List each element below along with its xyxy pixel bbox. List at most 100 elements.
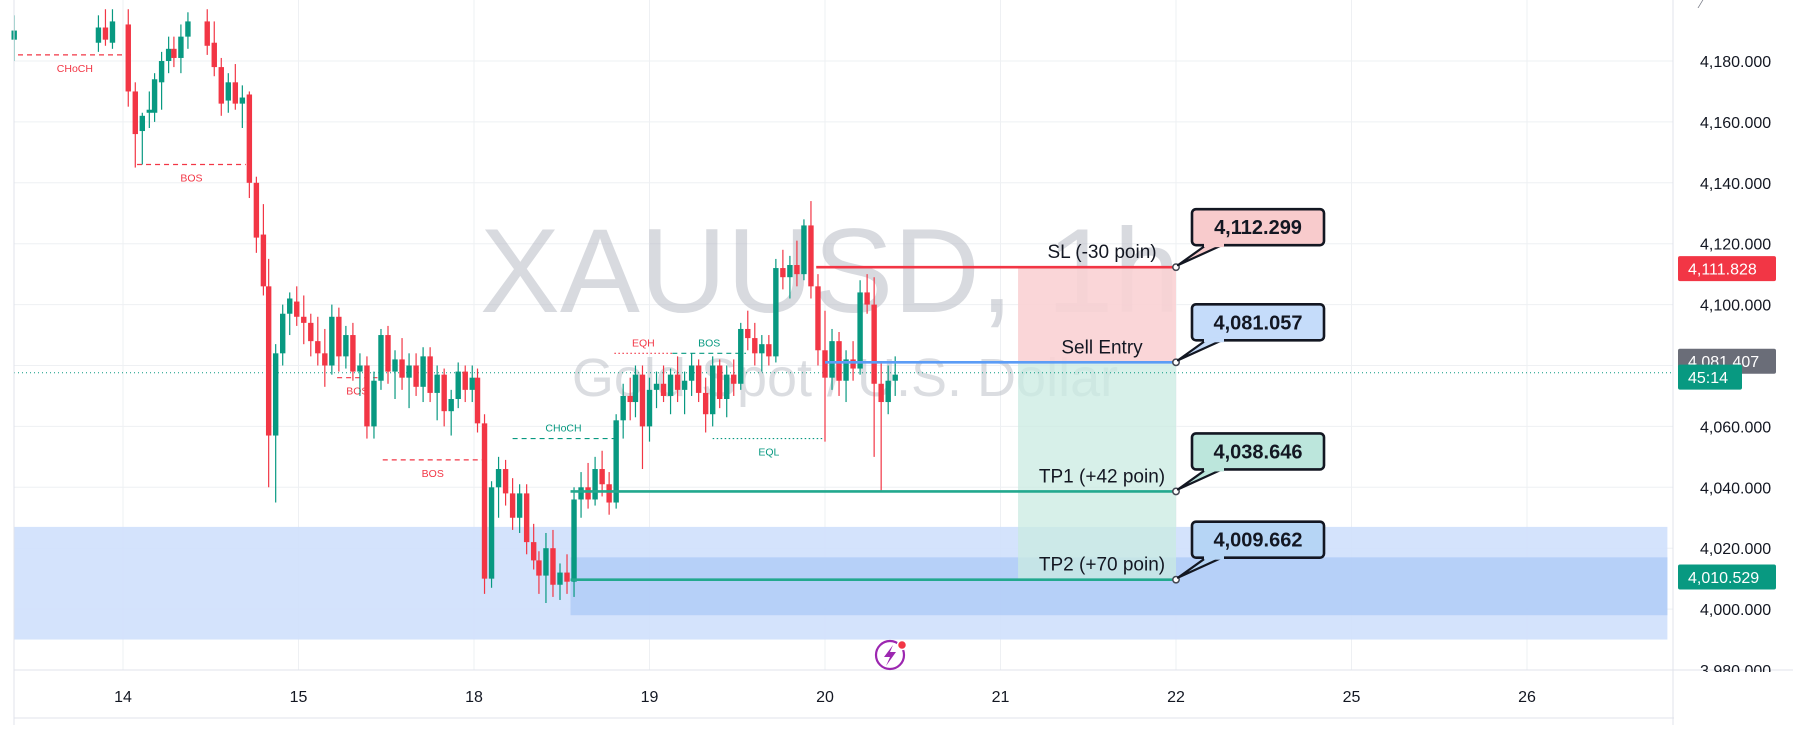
candle [864, 274, 870, 314]
candle-body [406, 365, 412, 378]
risk-area[interactable] [1018, 267, 1176, 363]
candle-body [794, 265, 800, 275]
candle-body [627, 395, 633, 403]
candle-body [420, 356, 426, 387]
candle [857, 280, 863, 375]
price-callout-box[interactable] [1190, 302, 1326, 342]
candle-body [371, 380, 377, 427]
reward-area[interactable] [1018, 362, 1176, 580]
candle [773, 258, 779, 363]
candle [165, 36, 172, 74]
candle [158, 51, 165, 110]
candle [509, 478, 516, 530]
candle [564, 554, 570, 594]
candle [787, 255, 793, 299]
candle-body [329, 316, 335, 366]
structure-label: CHoCH [57, 63, 93, 75]
candle-body [660, 383, 667, 396]
candle [280, 304, 286, 366]
x-tick-label: 25 [1343, 689, 1361, 706]
candle [95, 15, 102, 52]
level-label: SL (-30 poin) [1047, 242, 1156, 263]
x-tick-label: 19 [641, 689, 659, 706]
lightning-icon [884, 645, 896, 666]
candle [702, 377, 709, 433]
candle-body [787, 265, 793, 278]
candle [392, 350, 398, 399]
y-tick-label: 4,140.000 [1700, 176, 1771, 193]
trade-levels[interactable]: SL (-30 poin) 4,112.299 Sell Entry 4,081.05… [570, 207, 1326, 584]
candle-body [502, 469, 509, 494]
candle-body [864, 292, 870, 305]
candle [606, 472, 612, 515]
candle-body [557, 572, 563, 585]
candle [536, 551, 542, 594]
market-structure-annotations: CHoCH BOS BOS BOS CHoCH EQH BOS EQL [18, 54, 825, 480]
candle [766, 335, 772, 366]
candle [557, 563, 563, 600]
candle [132, 82, 138, 168]
candle-body [95, 27, 102, 43]
candle [260, 204, 267, 296]
price-callout-box[interactable] [1190, 432, 1326, 471]
price-callout-box[interactable] [1190, 207, 1326, 247]
candle [516, 484, 523, 533]
candle [613, 414, 619, 509]
candle [385, 325, 391, 384]
candle-body [178, 36, 184, 58]
price-badge [1678, 364, 1742, 390]
candle [253, 176, 260, 253]
candle-body [495, 469, 502, 488]
alert-button[interactable] [874, 639, 908, 671]
candle [343, 325, 349, 369]
candle-body [253, 182, 260, 238]
candle [357, 353, 363, 396]
candle-body [239, 97, 246, 104]
candle [481, 414, 488, 594]
y-tick-label: 4,100.000 [1700, 298, 1771, 315]
candle-body [759, 344, 765, 354]
callout-joint [1204, 554, 1224, 560]
candle-body [850, 359, 856, 369]
x-tick-label: 14 [114, 689, 132, 706]
candle [462, 365, 468, 403]
candle-body [801, 225, 807, 275]
candle-body [745, 328, 751, 339]
candle-body [260, 234, 267, 287]
candle-body [146, 109, 153, 113]
candle [441, 368, 447, 427]
x-tick-label: 20 [816, 689, 834, 706]
candle-body [280, 313, 286, 354]
candle-body [606, 484, 612, 503]
candle-body [488, 487, 495, 579]
candle [171, 36, 177, 68]
price-callout-box[interactable] [1190, 520, 1326, 559]
candle [371, 371, 377, 439]
candle [585, 462, 591, 509]
candle [109, 9, 116, 49]
level-label: TP1 (+42 poin) [1039, 466, 1165, 487]
candle-body [766, 344, 772, 357]
candle-body [815, 286, 821, 351]
candle [780, 249, 786, 290]
candle [688, 353, 695, 396]
price-badge-label: 4,111.828 [1688, 262, 1757, 279]
candle [815, 274, 821, 366]
candle [246, 91, 253, 199]
candle [378, 328, 384, 390]
candle [646, 377, 653, 442]
short-position-tool[interactable] [14, 267, 1673, 580]
candle-body [773, 268, 779, 357]
candle-body [294, 301, 300, 317]
structure-label: BOS [180, 173, 202, 185]
candle [639, 365, 646, 470]
candle [627, 377, 633, 421]
axis-corner [1674, 672, 1793, 725]
candle-body [717, 365, 723, 399]
candle-body [536, 560, 542, 576]
candle [350, 322, 356, 381]
candle-body [469, 377, 475, 390]
candle [406, 353, 412, 409]
